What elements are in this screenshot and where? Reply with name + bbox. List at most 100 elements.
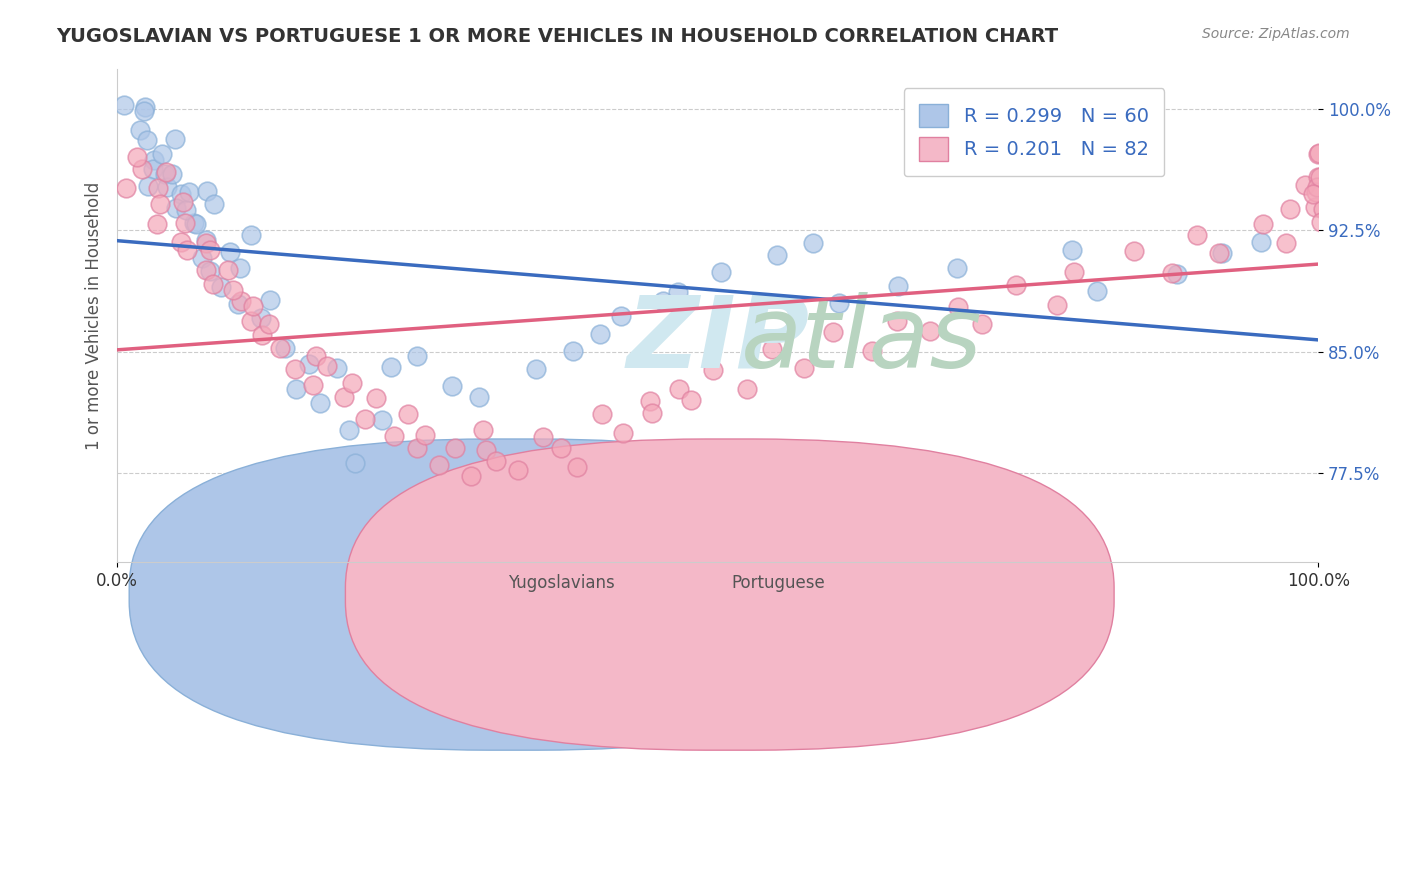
Portuguese <box>240 314 263 328</box>
Portuguese <box>198 243 221 257</box>
Portuguese <box>443 441 465 455</box>
Portuguese <box>679 392 702 407</box>
Portuguese <box>316 359 339 374</box>
Text: YUGOSLAVIAN VS PORTUGUESE 1 OR MORE VEHICLES IN HOUSEHOLD CORRELATION CHART: YUGOSLAVIAN VS PORTUGUESE 1 OR MORE VEHI… <box>56 27 1059 45</box>
Yugoslavians <box>344 456 367 470</box>
Portuguese <box>1208 246 1230 260</box>
Portuguese <box>761 343 783 357</box>
Portuguese <box>948 300 970 314</box>
Text: Source: ZipAtlas.com: Source: ZipAtlas.com <box>1202 27 1350 41</box>
Yugoslavians <box>801 235 824 250</box>
Yugoslavians <box>1166 267 1188 281</box>
Portuguese <box>591 407 613 421</box>
Text: atlas: atlas <box>741 292 983 389</box>
Yugoslavians <box>142 153 165 168</box>
Yugoslavians <box>1250 235 1272 249</box>
Yugoslavians <box>129 122 152 136</box>
Portuguese <box>231 293 253 308</box>
Portuguese <box>886 314 908 328</box>
Portuguese <box>201 277 224 291</box>
Portuguese <box>460 468 482 483</box>
Portuguese <box>405 442 427 456</box>
FancyBboxPatch shape <box>129 439 898 750</box>
Y-axis label: 1 or more Vehicles in Household: 1 or more Vehicles in Household <box>86 181 103 450</box>
Yugoslavians <box>946 260 969 275</box>
Portuguese <box>1309 170 1331 185</box>
Yugoslavians <box>274 341 297 355</box>
Portuguese <box>821 325 844 339</box>
Yugoslavians <box>163 132 186 146</box>
Portuguese <box>668 382 690 396</box>
Yugoslavians <box>666 285 689 299</box>
Text: ZIP: ZIP <box>626 292 810 389</box>
Yugoslavians <box>562 343 585 358</box>
Yugoslavians <box>136 134 159 148</box>
Yugoslavians <box>198 264 221 278</box>
Yugoslavians <box>209 280 232 294</box>
Yugoslavians <box>468 391 491 405</box>
Portuguese <box>1046 297 1069 311</box>
Yugoslavians <box>1211 246 1233 260</box>
Yugoslavians <box>710 265 733 279</box>
Portuguese <box>1310 215 1333 229</box>
Yugoslavians <box>195 184 218 198</box>
Portuguese <box>1251 217 1274 231</box>
Yugoslavians <box>1085 284 1108 298</box>
Portuguese <box>1275 235 1298 250</box>
Portuguese <box>174 216 197 230</box>
Portuguese <box>1306 180 1329 194</box>
Portuguese <box>305 349 328 363</box>
Yugoslavians <box>134 100 156 114</box>
Yugoslavians <box>170 186 193 201</box>
Portuguese <box>149 197 172 211</box>
Yugoslavians <box>250 310 273 325</box>
Portuguese <box>382 429 405 443</box>
Portuguese <box>269 341 291 355</box>
Yugoslavians <box>440 378 463 392</box>
Yugoslavians <box>155 167 177 181</box>
Yugoslavians <box>202 196 225 211</box>
Yugoslavians <box>259 293 281 308</box>
Portuguese <box>1123 244 1146 259</box>
Portuguese <box>1185 227 1208 242</box>
Yugoslavians <box>191 251 214 265</box>
Portuguese <box>146 181 169 195</box>
Portuguese <box>259 317 281 331</box>
Text: Yugoslavians: Yugoslavians <box>508 574 614 592</box>
Portuguese <box>131 162 153 177</box>
Portuguese <box>195 235 218 250</box>
Portuguese <box>194 263 217 277</box>
Yugoslavians <box>195 233 218 247</box>
Yugoslavians <box>226 297 249 311</box>
Legend: R = 0.299   N = 60, R = 0.201   N = 82: R = 0.299 N = 60, R = 0.201 N = 82 <box>904 88 1164 177</box>
Portuguese <box>972 317 994 331</box>
Yugoslavians <box>112 97 135 112</box>
Yugoslavians <box>308 395 330 409</box>
Text: Portuguese: Portuguese <box>731 574 825 592</box>
Yugoslavians <box>766 248 789 262</box>
Portuguese <box>860 343 883 358</box>
Yugoslavians <box>828 296 851 310</box>
Portuguese <box>172 194 194 209</box>
Portuguese <box>155 165 177 179</box>
Portuguese <box>302 377 325 392</box>
Portuguese <box>920 324 942 338</box>
Portuguese <box>472 423 495 437</box>
Portuguese <box>641 406 664 420</box>
Yugoslavians <box>326 361 349 376</box>
Portuguese <box>1303 200 1326 214</box>
Yugoslavians <box>184 217 207 231</box>
Yugoslavians <box>240 227 263 242</box>
Yugoslavians <box>152 147 174 161</box>
Portuguese <box>485 454 508 468</box>
Portuguese <box>565 460 588 475</box>
Portuguese <box>1161 266 1184 280</box>
Portuguese <box>735 382 758 396</box>
Portuguese <box>1308 146 1330 161</box>
FancyBboxPatch shape <box>346 439 1114 750</box>
Portuguese <box>354 412 377 426</box>
Yugoslavians <box>156 179 179 194</box>
Yugoslavians <box>284 382 307 396</box>
Yugoslavians <box>524 361 547 376</box>
Portuguese <box>531 430 554 444</box>
